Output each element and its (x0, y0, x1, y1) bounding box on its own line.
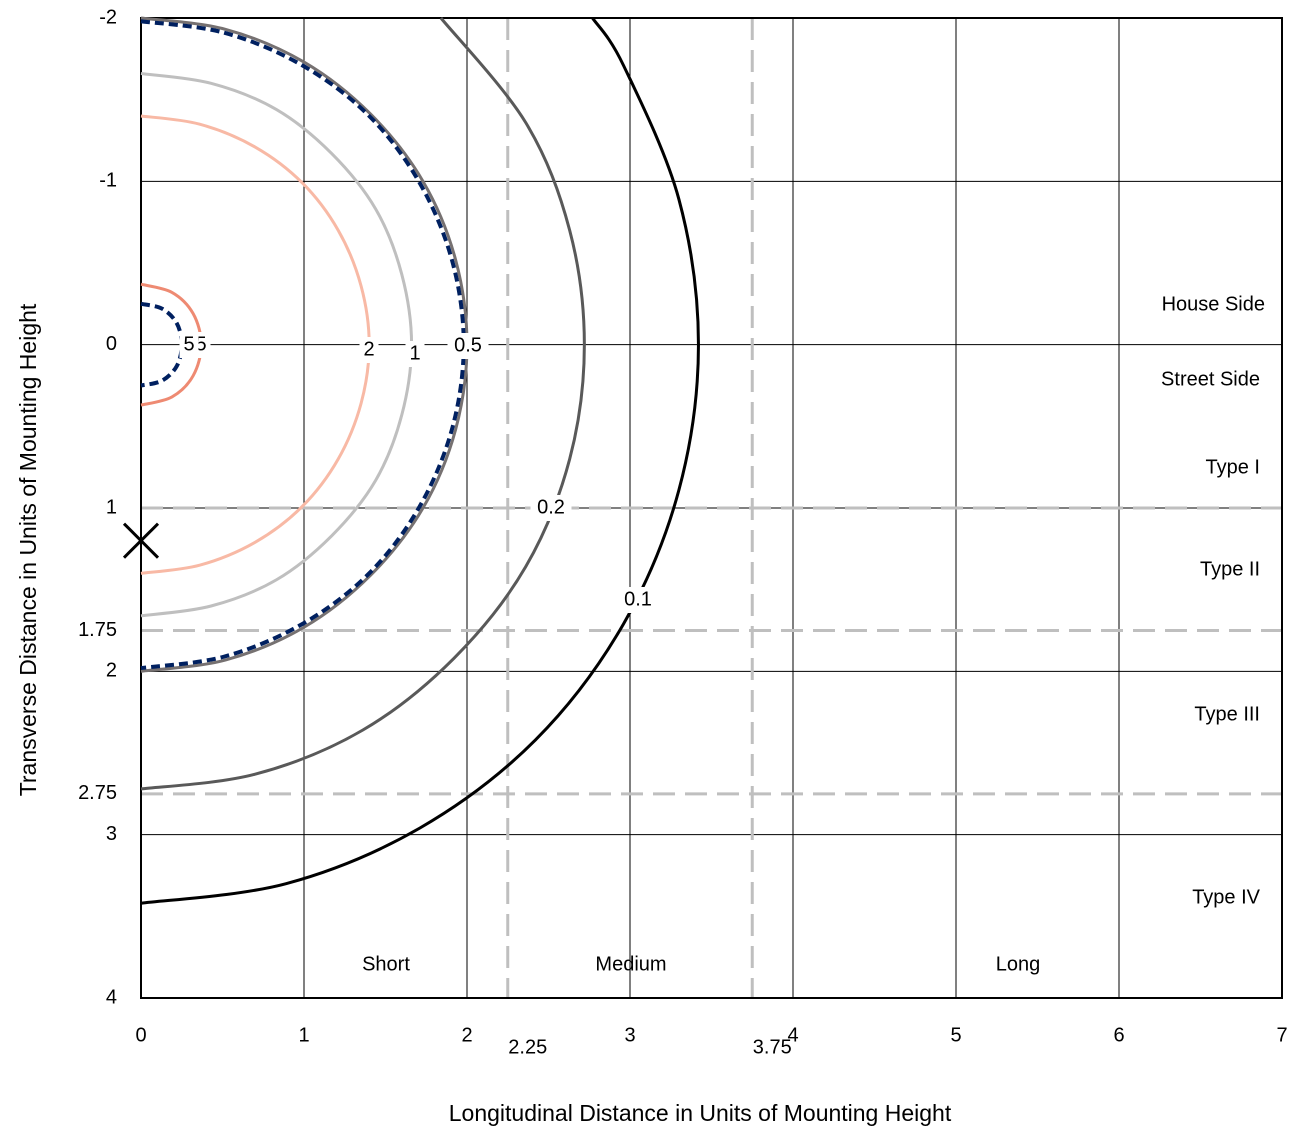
x-tick-label: 2 (461, 1024, 472, 1046)
contour-label-bg (617, 587, 659, 613)
y-divider-label: 2.75 (78, 782, 117, 804)
region-label: Long (996, 953, 1041, 975)
x-tick-label: 0 (135, 1024, 146, 1046)
x-axis-title: Longitudinal Distance in Units of Mounti… (449, 1100, 952, 1126)
region-label: Type IV (1192, 886, 1260, 908)
contour-label: 0.5 (454, 334, 482, 356)
region-label: Short (362, 953, 410, 975)
y-axis-title: Transverse Distance in Units of Mounting… (15, 303, 41, 796)
region-label: Street Side (1161, 368, 1260, 390)
y-tick-label: 3 (106, 823, 117, 845)
contour-label-bg (179, 332, 199, 358)
contour-label: 0.2 (537, 496, 565, 518)
contour-label: 0.1 (624, 588, 652, 610)
x-divider-label: 2.25 (508, 1036, 547, 1058)
contour-line (140, 17, 700, 905)
contour-line (140, 17, 586, 791)
y-tick-label: 1 (106, 496, 117, 518)
x-tick-label: 3 (624, 1024, 635, 1046)
y-tick-label: -1 (99, 170, 117, 192)
y-divider-label: 1.75 (78, 619, 117, 641)
x-tick-label: 1 (298, 1024, 309, 1046)
plot-frame (140, 17, 1283, 999)
contour-label: 5 (195, 333, 206, 355)
contour-label-bg (530, 495, 572, 521)
contour-label: 2 (363, 338, 374, 360)
luminaire-marker (122, 522, 160, 559)
region-label: Type II (1200, 558, 1260, 580)
y-tick-label: 0 (106, 333, 117, 355)
y-tick-label: 4 (106, 986, 117, 1008)
x-tick-label: 7 (1276, 1024, 1287, 1046)
contour-label: 1 (409, 342, 420, 364)
y-tick-label: 2 (106, 660, 117, 682)
region-label: Medium (595, 953, 666, 975)
x-tick-label: 4 (787, 1024, 798, 1046)
region-label: Type III (1194, 703, 1260, 725)
region-label: Type I (1206, 456, 1260, 478)
contour-label-bg (447, 333, 489, 359)
x-tick-label: 5 (950, 1024, 961, 1046)
region-label: House Side (1162, 293, 1265, 315)
contour-label: 5 (183, 333, 194, 355)
y-tick-label: -2 (99, 6, 117, 28)
contour-label-bg (359, 337, 379, 363)
x-divider-label: 3.75 (753, 1036, 792, 1058)
x-tick-label: 6 (1113, 1024, 1124, 1046)
contour-label-bg (405, 341, 425, 367)
